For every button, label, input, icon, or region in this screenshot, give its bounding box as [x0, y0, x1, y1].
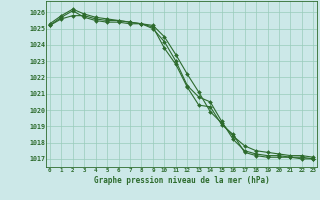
X-axis label: Graphe pression niveau de la mer (hPa): Graphe pression niveau de la mer (hPa): [94, 176, 269, 185]
